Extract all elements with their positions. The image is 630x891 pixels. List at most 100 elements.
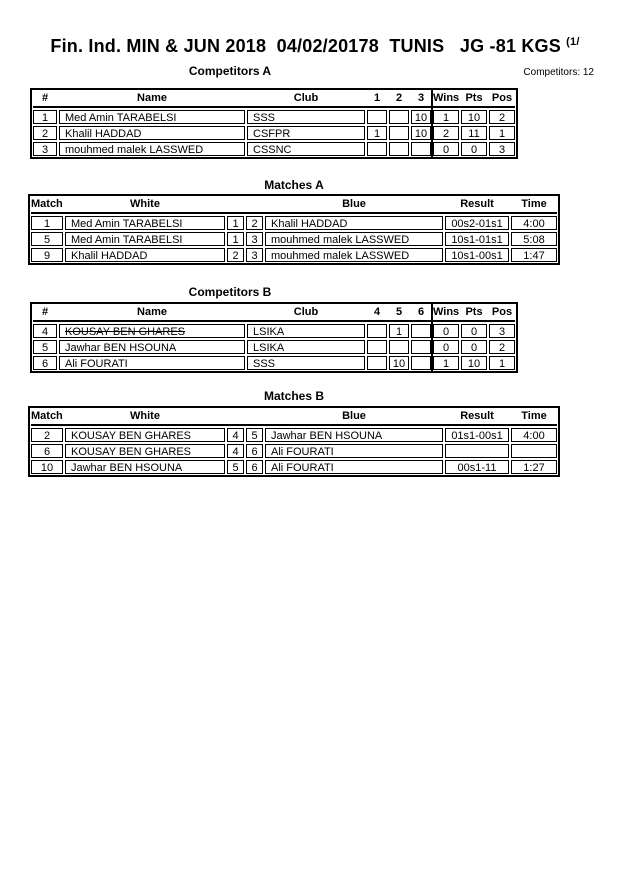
- table-row: 1 Med Amin TARABELSI 1 2 Khalil HADDAD 00s2-0…: [31, 216, 557, 230]
- table-cell: [445, 444, 509, 458]
- table-cell: 00s2-01s1: [445, 216, 509, 230]
- column-header: Time: [521, 410, 547, 422]
- wins-section-divider: [431, 90, 433, 157]
- table-cell: [367, 110, 387, 124]
- table-cell: 0: [433, 324, 459, 338]
- table-cell: 6: [33, 356, 57, 370]
- table-row: 4 KOUSAY BEN GHARES LSIKA 1 0 0 3: [33, 324, 515, 338]
- table-cell: 1: [31, 216, 63, 230]
- page-number-superscript: (1/: [566, 36, 580, 48]
- table-cell: 2: [489, 110, 515, 124]
- table-cell: 10: [31, 460, 63, 474]
- table-cell: 1: [433, 110, 459, 124]
- table-cell: [511, 444, 557, 458]
- table-cell: KOUSAY BEN GHARES: [59, 324, 245, 338]
- table-row: 10 Jawhar BEN HSOUNA 5 6 Ali FOURATI 00s1-11 1…: [31, 460, 557, 474]
- table-header-row: Match White Blue Result Time: [31, 197, 557, 214]
- table-cell: 0: [433, 340, 459, 354]
- table-cell: CSSNC: [247, 142, 365, 156]
- matches-a-table: Match White Blue Result Time 1 Med Amin TARABE…: [28, 194, 560, 265]
- table-cell: [411, 356, 431, 370]
- section-heading-competitors-b: Competitors B: [188, 285, 272, 299]
- table-cell: [367, 324, 387, 338]
- table-cell: [389, 110, 409, 124]
- table-cell: Khalil HADDAD: [65, 248, 225, 262]
- column-header: Pos: [491, 92, 513, 104]
- table-cell: 5: [31, 232, 63, 246]
- column-header: Club: [293, 306, 319, 318]
- table-cell: 01s1-00s1: [445, 428, 509, 442]
- table-cell: LSIKA: [247, 340, 365, 354]
- table-cell: 0: [461, 340, 487, 354]
- table-cell: 1: [489, 356, 515, 370]
- tournament-title-text: Fin. Ind. MIN & JUN 2018 04/02/20178 TUN…: [50, 36, 567, 56]
- table-cell: [389, 340, 409, 354]
- table-cell: 1: [367, 126, 387, 140]
- table-cell: 0: [461, 142, 487, 156]
- table-cell: Khalil HADDAD: [265, 216, 443, 230]
- wins-section-divider: [431, 304, 433, 371]
- table-cell: 3: [33, 142, 57, 156]
- column-header: 2: [395, 92, 403, 104]
- column-header: Pts: [465, 92, 483, 104]
- column-header: [227, 409, 244, 424]
- table-cell: 0: [461, 324, 487, 338]
- table-cell: 6: [246, 444, 263, 458]
- table-cell: 2: [227, 248, 244, 262]
- column-header: Blue: [342, 198, 366, 210]
- table-cell: 9: [31, 248, 63, 262]
- table-cell: 10s1-00s1: [445, 248, 509, 262]
- column-header: 3: [417, 92, 425, 104]
- table-cell: 5:08: [511, 232, 557, 246]
- table-cell: 5: [246, 428, 263, 442]
- table-cell: LSIKA: [247, 324, 365, 338]
- section-heading-competitors-a: Competitors A: [188, 64, 272, 78]
- table-cell: [411, 324, 431, 338]
- column-header: #: [41, 92, 49, 104]
- competitors-count: Competitors: 12: [523, 67, 594, 78]
- table-cell: 4:00: [511, 216, 557, 230]
- table-cell: mouhmed malek LASSWED: [59, 142, 245, 156]
- table-cell: 2: [489, 340, 515, 354]
- table-cell: 10: [389, 356, 409, 370]
- table-cell: 10: [411, 110, 431, 124]
- table-row: 5 Jawhar BEN HSOUNA LSIKA 0 0 2: [33, 340, 515, 354]
- table-cell: 2: [33, 126, 57, 140]
- table-cell: Jawhar BEN HSOUNA: [65, 460, 225, 474]
- table-cell: [411, 340, 431, 354]
- table-cell: 6: [31, 444, 63, 458]
- column-header: Pts: [465, 306, 483, 318]
- column-header: Match: [31, 198, 63, 210]
- table-cell: 10: [461, 110, 487, 124]
- column-header: Blue: [342, 410, 366, 422]
- column-header: [246, 197, 263, 212]
- table-cell: Med Amin TARABELSI: [65, 232, 225, 246]
- table-row: 6 KOUSAY BEN GHARES 4 6 Ali FOURATI: [31, 444, 557, 458]
- table-cell: 1: [227, 216, 244, 230]
- table-cell: Jawhar BEN HSOUNA: [265, 428, 443, 442]
- table-cell: 5: [33, 340, 57, 354]
- table-cell: 10: [461, 356, 487, 370]
- table-cell: 11: [461, 126, 487, 140]
- table-cell: 4: [227, 428, 244, 442]
- table-cell: [367, 356, 387, 370]
- table-row: 1 Med Amin TARABELSI SSS 10 1 10 2: [33, 110, 515, 124]
- table-cell: 1: [227, 232, 244, 246]
- page-title: Fin. Ind. MIN & JUN 2018 04/02/20178 TUN…: [0, 36, 630, 57]
- column-header: Wins: [433, 92, 460, 104]
- column-header: Pos: [491, 306, 513, 318]
- column-header: Club: [293, 92, 319, 104]
- table-cell: 3: [246, 248, 263, 262]
- table-cell: 10s1-01s1: [445, 232, 509, 246]
- table-cell: 2: [31, 428, 63, 442]
- table-header-row: # Name Club 4 5 6 Wins Pts Pos: [33, 305, 515, 322]
- table-cell: mouhmed malek LASSWED: [265, 232, 443, 246]
- table-cell: Khalil HADDAD: [59, 126, 245, 140]
- table-cell: [411, 142, 431, 156]
- column-header: 4: [373, 306, 381, 318]
- table-cell: mouhmed malek LASSWED: [265, 248, 443, 262]
- table-cell: 5: [227, 460, 244, 474]
- table-cell: Ali FOURATI: [265, 460, 443, 474]
- table-cell: Jawhar BEN HSOUNA: [59, 340, 245, 354]
- table-row: 3 mouhmed malek LASSWED CSSNC 0 0 3: [33, 142, 515, 156]
